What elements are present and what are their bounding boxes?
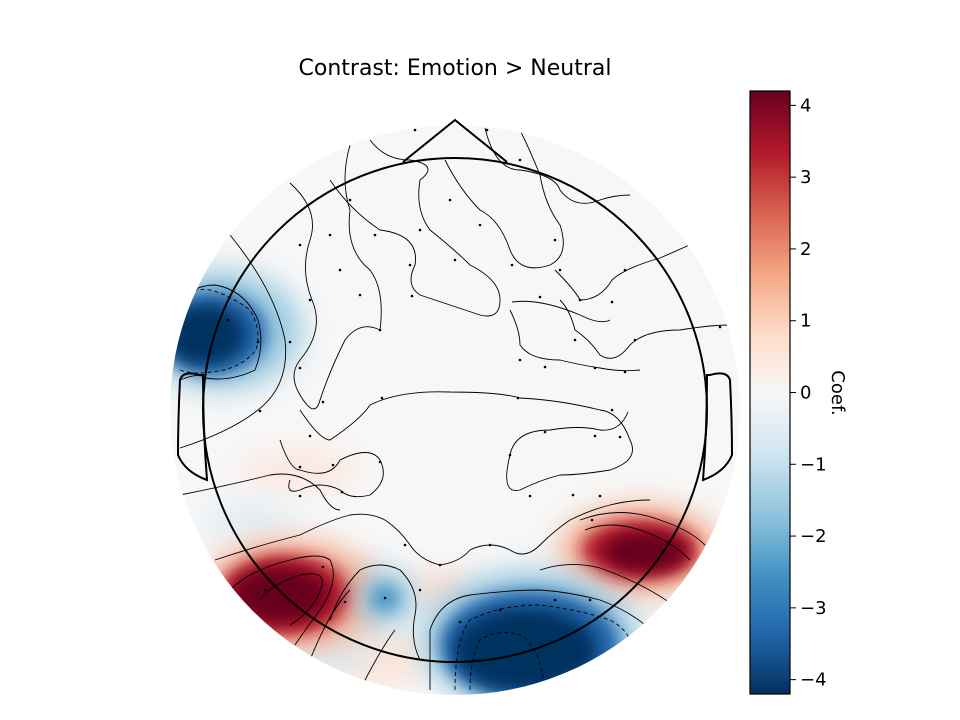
colorbar-tick-label: −2 (800, 526, 827, 547)
colorbar-tick-label: 1 (800, 311, 811, 332)
colorbar-tick-label: −3 (800, 598, 827, 619)
head-outline (176, 118, 734, 663)
colorbar-gradient (749, 90, 791, 695)
colorbar-ticks: 4 3 2 1 0 −1 −2 −3 −4 (790, 95, 827, 691)
chart-title: Contrast: Emotion > Neutral (298, 56, 612, 81)
colorbar-tick-label: 3 (800, 167, 811, 188)
colorbar: 4 3 2 1 0 −1 −2 −3 −4 Coef. (749, 90, 848, 695)
colorbar-tick-label: 4 (800, 95, 811, 116)
colorbar-tick-label: −1 (800, 454, 827, 475)
sensor-dots (226, 128, 722, 624)
contour-lines (179, 127, 731, 691)
scalp-field (170, 125, 740, 695)
colorbar-tick-label: 2 (800, 239, 811, 260)
colorbar-tick-label: −4 (800, 670, 827, 691)
colorbar-label: Coef. (827, 370, 848, 415)
colorbar-tick-label: 0 (800, 383, 811, 404)
